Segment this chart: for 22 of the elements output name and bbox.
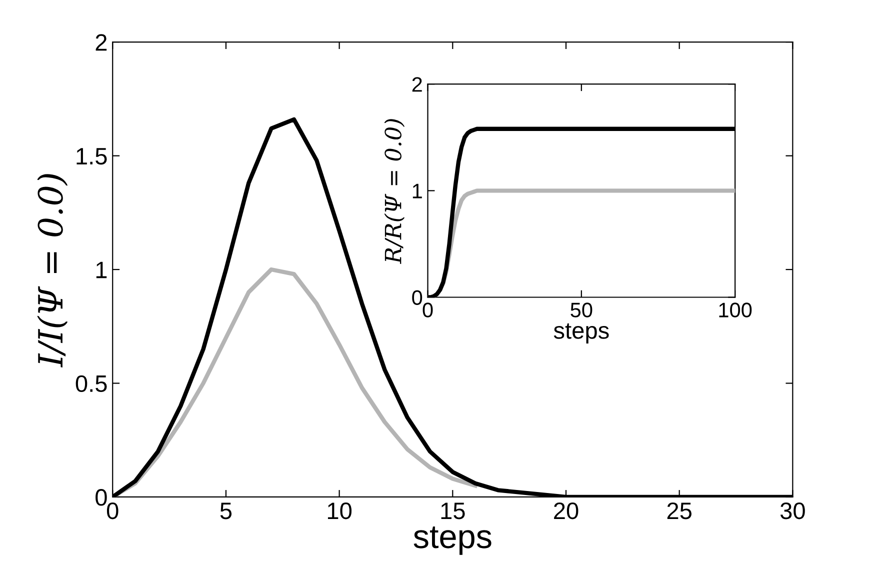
x-tick-label: 30 [780,502,805,520]
x-tick-label: 0 [106,502,118,520]
y-tick-label: 0.5 [76,375,107,392]
y-tick-label: 1 [412,184,422,198]
y-tick-label: 1.5 [76,148,107,165]
x-tick-label: 20 [554,502,578,520]
x-tick-label: 100 [719,302,752,318]
x-tick-label: 25 [667,502,692,520]
y-axis-title: R/R(Ψ = 0.0) [384,119,405,264]
y-axis-title: I/I(Ψ = 0.0) [37,174,68,368]
y-tick-label: 1 [96,262,107,278]
x-axis-title: steps [554,323,609,344]
y-tick-label: 0 [96,489,107,506]
y-tick-label: 0 [412,290,422,306]
x-tick-label: 50 [570,302,592,318]
x-tick-label: 5 [220,502,232,520]
x-tick-label: 10 [328,502,352,520]
x-axis-title: steps [414,526,492,555]
y-tick-label: 2 [96,34,107,51]
y-tick-label: 2 [412,77,422,92]
x-tick-label: 0 [422,302,433,318]
x-tick-label: 15 [441,502,465,520]
